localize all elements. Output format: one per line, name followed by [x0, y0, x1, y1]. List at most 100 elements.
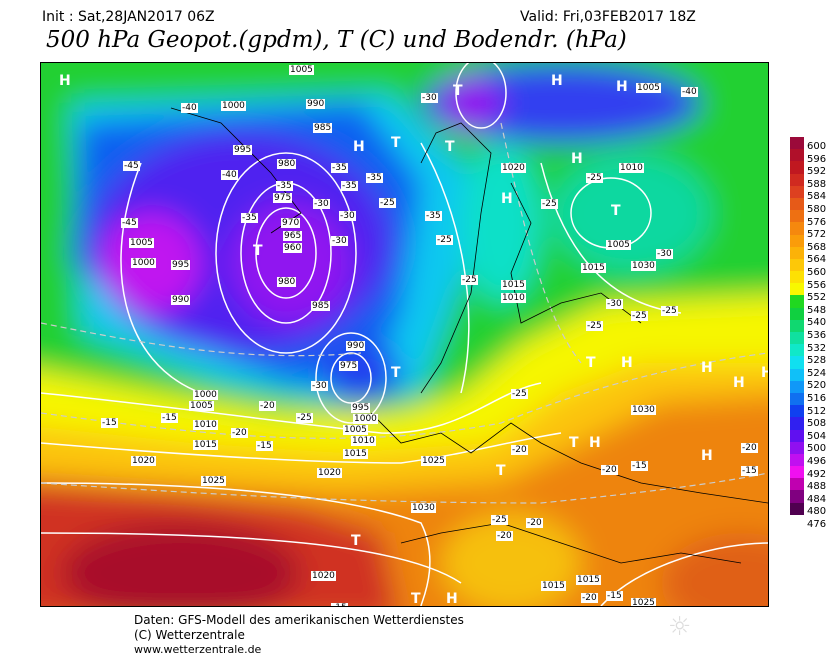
temperature-label: -40 [181, 103, 198, 113]
temperature-label: -30 [313, 199, 330, 209]
temperature-label: -15 [256, 441, 273, 451]
colorbar-segment [790, 368, 804, 381]
temperature-label: -35 [331, 163, 348, 173]
pressure-label: 975 [273, 193, 293, 203]
pressure-label: 995 [233, 145, 253, 155]
temperature-label: -30 [656, 249, 673, 259]
colorbar-segment [790, 429, 804, 442]
pressure-label: 1015 [343, 449, 368, 459]
colorbar-segment [790, 307, 804, 320]
colorbar-label: 496 [807, 456, 827, 467]
pressure-label: 1010 [193, 420, 218, 430]
pressure-label: 1010 [351, 436, 376, 446]
colorbar-label: 552 [807, 292, 827, 304]
footer-data-source: Daten: GFS-Modell des amerikanischen Wet… [134, 613, 464, 627]
colorbar-label: 584 [807, 191, 827, 203]
colorbar-label: 476 [807, 519, 827, 530]
temperature-label: -20 [526, 518, 543, 528]
temperature-label: -15 [606, 591, 623, 601]
colorbar-label: 484 [807, 493, 827, 505]
colorbar-label: 580 [807, 204, 827, 215]
pressure-label: 1025 [631, 598, 656, 607]
temperature-label: -20 [231, 428, 248, 438]
high-pressure-center: H [761, 365, 768, 381]
pressure-label: 1005 [129, 238, 154, 248]
pressure-label: 1005 [189, 401, 214, 411]
colorbar-label: 480 [807, 506, 827, 518]
isotherms [41, 122, 768, 504]
temperature-label: -25 [296, 413, 313, 423]
pressure-label: 1030 [411, 503, 436, 513]
isobars [41, 63, 768, 606]
temperature-label: -25 [586, 321, 603, 331]
temperature-label: -15 [631, 461, 648, 471]
high-pressure-center: H [446, 591, 458, 607]
pressure-label: 1010 [619, 163, 644, 173]
temperature-label: -25 [541, 199, 558, 209]
pressure-label: 1010 [501, 293, 526, 303]
temperature-label: -30 [606, 299, 623, 309]
high-pressure-center: H [353, 139, 365, 155]
high-pressure-center: H [733, 375, 745, 391]
footer-url[interactable]: www.wetterzentrale.de [134, 643, 262, 656]
pressure-label: 990 [306, 99, 326, 109]
colorbar-label: 532 [807, 342, 827, 354]
colorbar-segment [790, 356, 804, 369]
colorbar-label: 568 [807, 241, 827, 253]
pressure-label: 990 [171, 295, 191, 305]
temperature-label: -25 [491, 515, 508, 525]
pressure-label: 1005 [289, 65, 314, 75]
pressure-label: 1020 [311, 571, 336, 581]
weather-map: 1005 1000 990 985 980 975 970 965 960 995 1005 1000… [40, 62, 769, 607]
temperature-label: -30 [339, 211, 356, 221]
temperature-label: -20 [601, 465, 618, 475]
pressure-label: 985 [311, 301, 331, 311]
field-layer [41, 63, 768, 606]
pressure-label: 975 [339, 361, 359, 371]
colorbar-segment [790, 234, 804, 247]
high-pressure-center: H [616, 79, 628, 95]
temperature-label: -25 [461, 275, 478, 285]
colorbar-label: 564 [807, 254, 827, 266]
pressure-label: 1005 [636, 83, 661, 93]
colorbar-segment [790, 173, 804, 186]
colorbar-label: 596 [807, 153, 827, 165]
valid-time: Valid: Fri,03FEB2017 18Z [520, 9, 696, 25]
map-title: 500 hPa Geopot.(gpdm), T (C) und Bodendr… [46, 27, 627, 53]
colorbar-segment [790, 332, 804, 345]
colorbar-segment [790, 246, 804, 259]
colorbar-segment [790, 490, 804, 503]
pressure-label: 1030 [631, 405, 656, 415]
high-pressure-center: H [551, 73, 563, 89]
colorbar-label: 488 [807, 481, 827, 493]
colorbar [790, 137, 804, 515]
temperature-label: -25 [586, 173, 603, 183]
pressure-label: 1020 [131, 456, 156, 466]
low-pressure-center: T [496, 463, 506, 479]
pressure-label: 1000 [131, 258, 156, 268]
colorbar-label: 536 [807, 330, 827, 341]
temperature-label: -45 [121, 218, 138, 228]
colorbar-segment [790, 405, 804, 418]
temperature-label: -35 [276, 181, 293, 191]
colorbar-segment [790, 319, 804, 332]
high-pressure-center: H [571, 151, 583, 167]
low-pressure-center: T [453, 83, 463, 99]
colorbar-label: 592 [807, 166, 827, 178]
colorbar-label: 516 [807, 393, 827, 404]
temperature-label: -35 [366, 173, 383, 183]
footer-copyright: (C) Wetterzentrale [134, 628, 245, 642]
temperature-label: -40 [681, 87, 698, 97]
temperature-label: -25 [436, 235, 453, 245]
low-pressure-center: T [445, 139, 455, 155]
temperature-label: -15 [161, 413, 178, 423]
colorbar-segment [790, 417, 804, 430]
temperature-label: -40 [221, 170, 238, 180]
low-pressure-center: T [391, 135, 401, 151]
pressure-label: 990 [346, 341, 366, 351]
temperature-label: -20 [511, 445, 528, 455]
colorbar-segment [790, 185, 804, 198]
colorbar-label: 520 [807, 380, 827, 392]
pressure-label: 995 [171, 260, 191, 270]
low-pressure-center: T [253, 243, 263, 259]
